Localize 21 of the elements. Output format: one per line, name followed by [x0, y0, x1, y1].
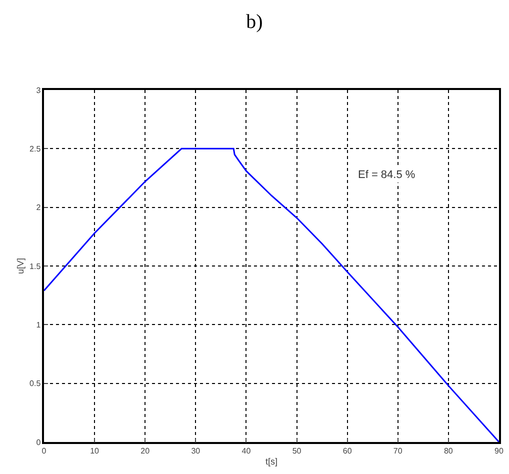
y-axis-title: u[V] [15, 258, 26, 274]
y-tick-label: 0.5 [30, 379, 42, 388]
x-tick-label: 50 [292, 446, 302, 456]
annotation: Ef = 84.5 % [358, 169, 416, 181]
x-tick-label: 40 [242, 446, 252, 456]
x-tick-label: 10 [90, 446, 100, 456]
y-tick-label: 1.5 [30, 262, 42, 271]
x-tick-label: 80 [444, 446, 454, 456]
x-tick-label: 70 [393, 446, 403, 456]
x-tick-label: 20 [140, 446, 150, 456]
y-tick-label: 1 [36, 320, 42, 330]
chart-title: b) [246, 11, 263, 34]
x-tick-label: 90 [494, 446, 504, 456]
x-tick-label: 30 [191, 446, 201, 456]
x-tick-label: 60 [342, 446, 352, 456]
x-axis-title: t[s] [265, 456, 278, 467]
y-tick-label: 0 [36, 438, 42, 447]
line-series [44, 148, 499, 442]
y-tick-label: 2 [36, 203, 42, 212]
y-tick-label: 3 [36, 86, 42, 95]
y-tick-label: 2.5 [30, 144, 42, 154]
